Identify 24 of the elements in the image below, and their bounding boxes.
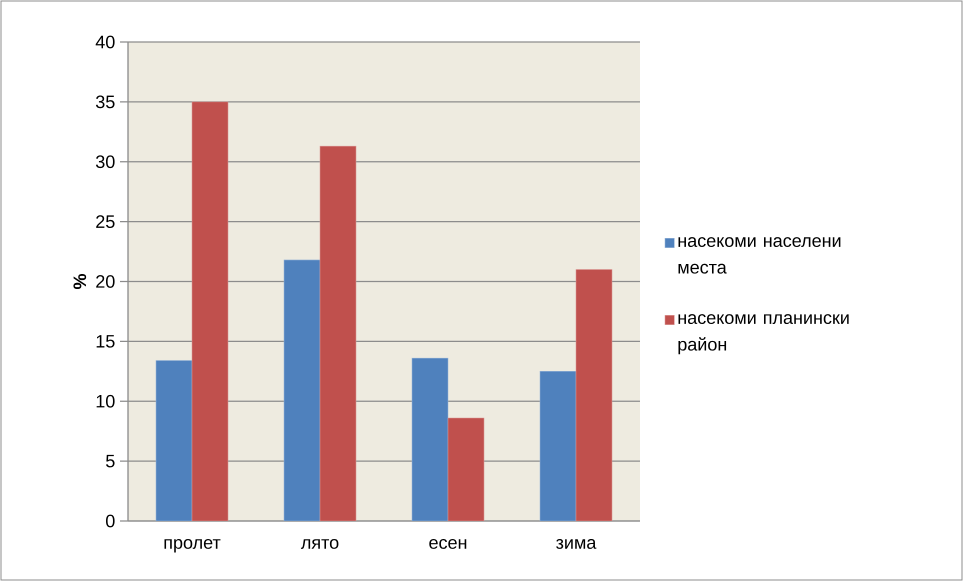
x-tick-label: лято (300, 539, 338, 549)
bar (576, 269, 612, 521)
bar (412, 358, 448, 521)
legend-label: насекоми населени места (678, 237, 840, 274)
x-tick-label: есен (429, 539, 466, 549)
y-tick-label: 15 (96, 335, 115, 348)
bar (540, 371, 576, 521)
bar (284, 260, 320, 521)
legend-label: насекоми планински район (678, 314, 849, 354)
y-tick-label: 30 (96, 155, 115, 168)
y-tick-label: 20 (96, 275, 115, 288)
y-tick-label: 25 (96, 215, 115, 228)
y-axis-title: % (73, 274, 86, 290)
y-tick-label: 10 (96, 394, 115, 408)
y-tick-label: 0 (106, 514, 115, 528)
bar (192, 102, 228, 521)
bar (448, 418, 484, 521)
y-tick-label: 35 (96, 95, 115, 108)
x-tick-label: пролет (164, 539, 220, 552)
bar (320, 146, 356, 521)
bar (156, 360, 192, 521)
y-tick-label: 40 (96, 36, 115, 48)
x-tick-label: зима (556, 539, 596, 549)
y-tick-label: 5 (106, 454, 115, 468)
